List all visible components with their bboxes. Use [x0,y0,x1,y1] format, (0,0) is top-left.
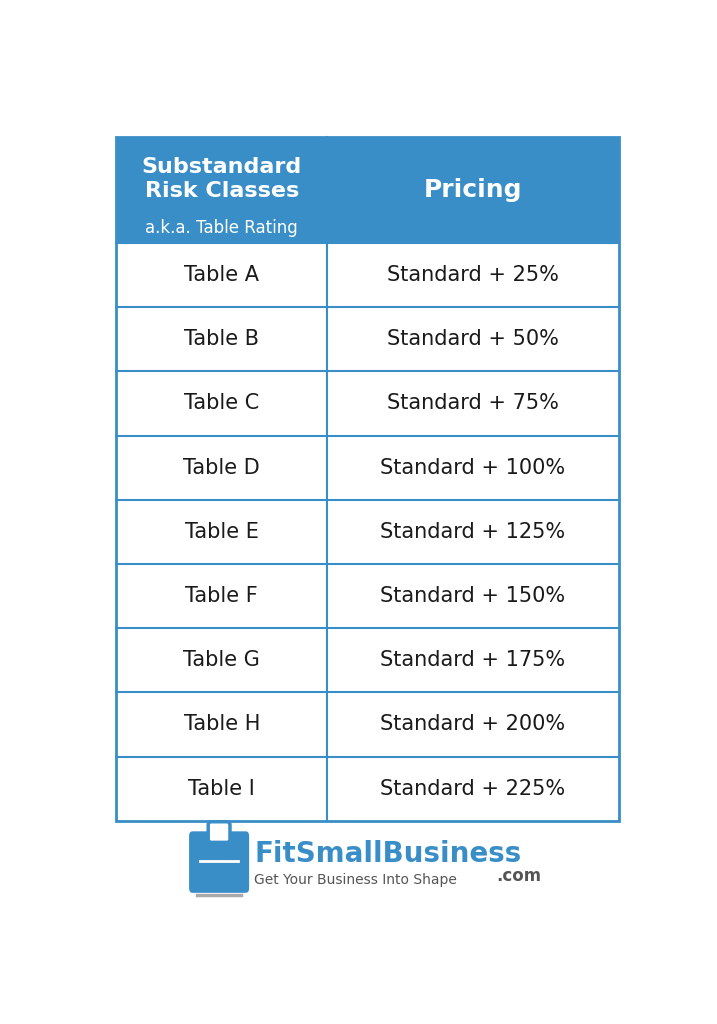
FancyBboxPatch shape [116,307,619,372]
FancyBboxPatch shape [116,435,619,500]
FancyBboxPatch shape [116,757,619,820]
Text: a.k.a. Table Rating: a.k.a. Table Rating [146,219,298,238]
Text: Standard + 100%: Standard + 100% [381,458,566,477]
Text: Table I: Table I [189,778,255,799]
FancyBboxPatch shape [116,564,619,628]
Text: Standard + 25%: Standard + 25% [387,265,559,285]
Text: Standard + 125%: Standard + 125% [381,522,566,542]
FancyBboxPatch shape [116,243,619,307]
Text: Table C: Table C [184,393,260,414]
FancyBboxPatch shape [116,692,619,757]
Text: Standard + 75%: Standard + 75% [387,393,559,414]
Text: Get Your Business Into Shape: Get Your Business Into Shape [254,873,457,887]
Text: .com: .com [496,867,541,886]
FancyBboxPatch shape [116,372,619,435]
Text: Table B: Table B [184,330,260,349]
Text: Standard + 225%: Standard + 225% [381,778,566,799]
FancyBboxPatch shape [208,821,230,843]
FancyBboxPatch shape [116,628,619,692]
FancyBboxPatch shape [116,137,619,243]
Text: Table D: Table D [184,458,260,477]
Text: Table H: Table H [184,715,260,734]
FancyBboxPatch shape [189,831,249,893]
Text: FitSmallBusiness: FitSmallBusiness [254,841,521,868]
Text: Substandard
Risk Classes: Substandard Risk Classes [142,158,302,202]
Text: Standard + 175%: Standard + 175% [381,650,566,671]
Text: Standard + 150%: Standard + 150% [381,586,566,606]
Text: Pricing: Pricing [424,178,522,202]
Text: Standard + 200%: Standard + 200% [381,715,566,734]
Text: Table A: Table A [184,265,260,285]
Text: Table E: Table E [185,522,259,542]
Text: Table F: Table F [186,586,258,606]
Text: Standard + 50%: Standard + 50% [387,330,559,349]
Text: Table G: Table G [184,650,260,671]
FancyBboxPatch shape [116,500,619,564]
